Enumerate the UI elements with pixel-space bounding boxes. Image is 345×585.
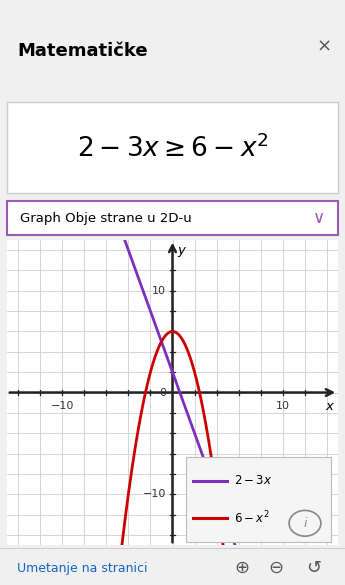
Text: ↺: ↺ [306, 559, 322, 577]
Text: ⊖: ⊖ [268, 559, 284, 577]
Text: −10: −10 [142, 489, 166, 500]
Text: Matematičke: Matematičke [17, 43, 148, 60]
Text: ×: × [316, 38, 331, 56]
FancyBboxPatch shape [186, 457, 332, 542]
Text: −10: −10 [50, 401, 74, 411]
Text: 0: 0 [159, 387, 166, 398]
Text: x: x [326, 400, 334, 412]
FancyBboxPatch shape [7, 102, 338, 193]
FancyBboxPatch shape [7, 201, 338, 235]
Text: 10: 10 [276, 401, 290, 411]
Text: 10: 10 [152, 285, 166, 296]
Text: i: i [303, 517, 307, 531]
Text: ∨: ∨ [313, 209, 325, 227]
Text: Graph Obje strane u 2D-u: Graph Obje strane u 2D-u [20, 212, 192, 225]
Text: $2-3x \geq 6-x^2$: $2-3x \geq 6-x^2$ [77, 133, 268, 162]
Text: y: y [177, 244, 185, 257]
Text: $2-3x$: $2-3x$ [234, 474, 272, 487]
Text: ⊕: ⊕ [234, 559, 249, 577]
Text: $6-x^2$: $6-x^2$ [234, 510, 270, 526]
Text: Umetanje na stranici: Umetanje na stranici [17, 562, 148, 575]
